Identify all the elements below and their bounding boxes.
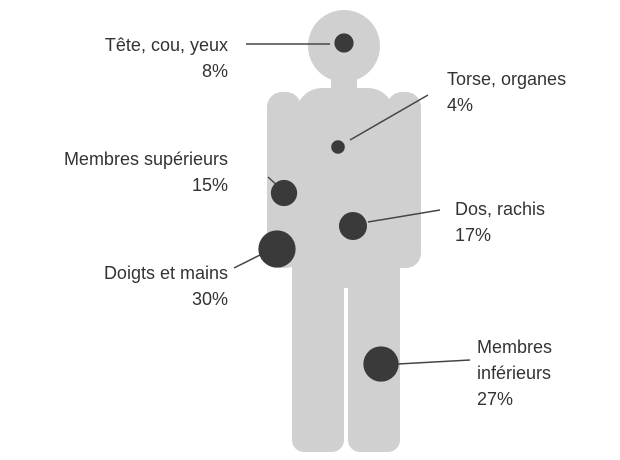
category-label: Membres supérieurs: [8, 146, 228, 172]
value-label: 8%: [28, 58, 228, 84]
bubble: [271, 180, 297, 206]
bubble: [258, 230, 295, 267]
value-label: 17%: [455, 222, 605, 248]
value-label: 27%: [477, 386, 577, 412]
category-label: Tête, cou, yeux: [28, 32, 228, 58]
bubble: [331, 140, 345, 154]
value-label: 4%: [447, 92, 617, 118]
category-label: Torse, organes: [447, 66, 617, 92]
category-label: Dos, rachis: [455, 196, 605, 222]
leader-line: [398, 360, 470, 364]
bubble: [334, 33, 353, 52]
value-label: 15%: [8, 172, 228, 198]
infographic: Tête, cou, yeux8% Torse, organes4% Membres…: [0, 0, 620, 460]
category-label: Membres inférieurs: [477, 334, 577, 386]
category-label: Doigts et mains: [8, 260, 228, 286]
bubble: [363, 346, 398, 381]
leader-line: [234, 254, 262, 268]
value-label: 30%: [8, 286, 228, 312]
bubble: [339, 212, 367, 240]
